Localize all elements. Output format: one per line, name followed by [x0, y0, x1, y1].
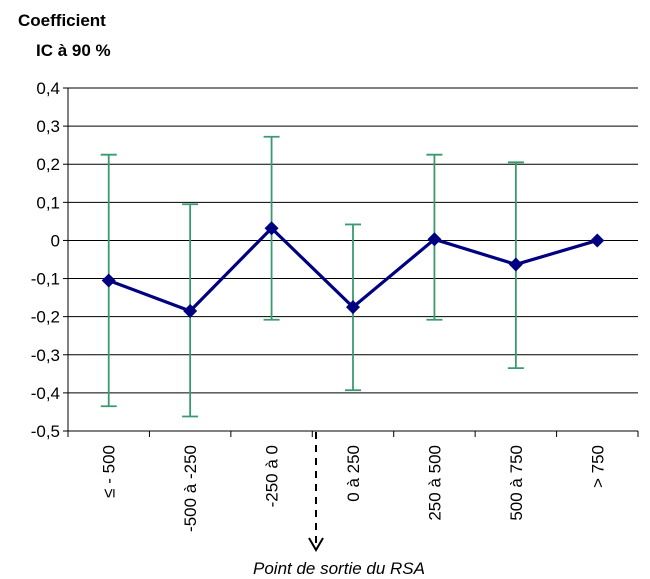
y-tick-label: -0,3: [31, 346, 60, 365]
x-tick-label: 0 à 250: [344, 445, 363, 502]
data-point-marker: [590, 233, 605, 248]
x-tick-labels: ≤ - 500 -500 à -250 -250 à 0 0 à 250 250 à 5…: [100, 445, 608, 532]
data-markers: [101, 221, 605, 318]
y-tick-label: 0,1: [36, 193, 60, 212]
y-tick-label: 0,2: [36, 155, 60, 174]
data-point-marker: [264, 221, 279, 236]
x-tick-label: 250 à 500: [425, 445, 444, 521]
y-tick-label: 0,3: [36, 117, 60, 136]
y-tick-label: -0,5: [31, 422, 60, 441]
y-tick-label: 0: [51, 231, 60, 250]
y-axis-title-line-1: Coefficient: [18, 11, 106, 30]
y-tick-label: -0,4: [31, 384, 60, 403]
sortie-arrow-head: [308, 537, 324, 552]
x-tick-label: ≤ - 500: [100, 445, 119, 498]
y-axis-title-line-2: IC à 90 %: [36, 41, 111, 60]
y-tick-label: -0,2: [31, 308, 60, 327]
y-tick-labels: 0,4 0,3 0,2 0,1 0 -0,1 -0,2 -0,3 -0,4 -0,5: [31, 79, 60, 441]
annotation-point-sortie: Point de sortie du RSA: [253, 559, 425, 578]
data-point-marker: [346, 300, 360, 315]
y-tick-label: 0,4: [36, 79, 60, 98]
x-tick-label: -250 à 0: [263, 445, 282, 507]
x-tick-label: 500 à 750: [507, 445, 526, 521]
data-point-marker: [427, 232, 442, 247]
data-point-marker: [508, 257, 523, 272]
x-tick-label: -500 à -250: [181, 445, 200, 532]
y-tick-label: -0,1: [31, 270, 60, 289]
axes: [67, 88, 639, 437]
error-bars: [100, 135, 524, 418]
data-point-marker: [183, 303, 198, 318]
data-point-marker: [101, 273, 116, 288]
gridlines: [63, 87, 638, 432]
x-tick-label: > 750: [588, 445, 607, 488]
